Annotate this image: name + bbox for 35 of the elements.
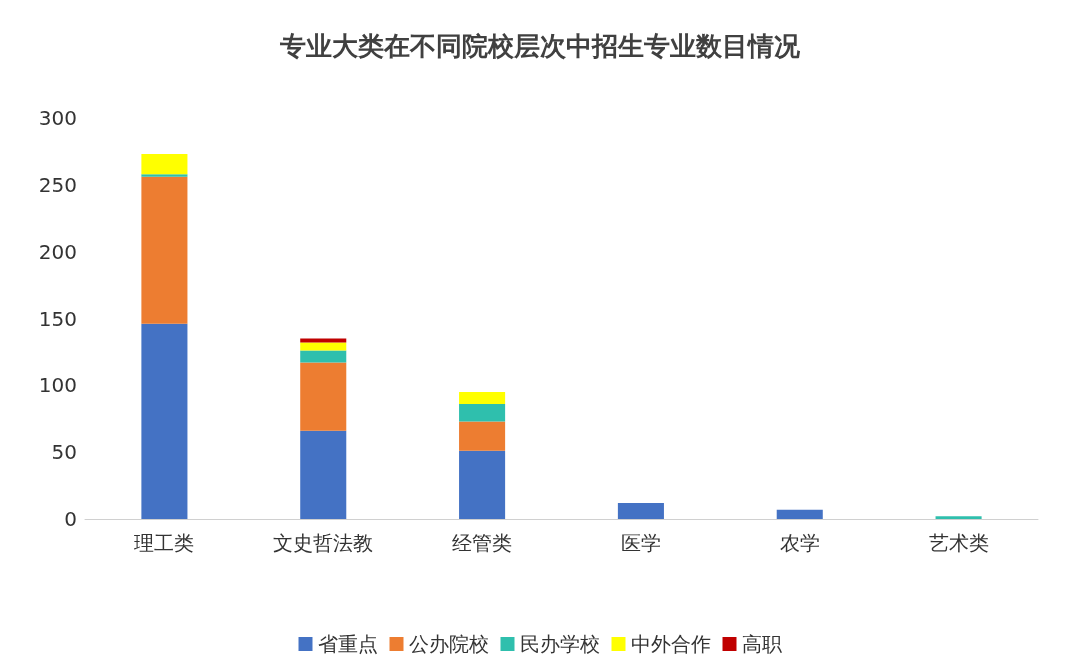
bar bbox=[617, 502, 664, 519]
y-tick-label: 50 bbox=[51, 440, 77, 465]
y-tick-label: 300 bbox=[38, 106, 77, 130]
bar bbox=[459, 450, 506, 519]
y-tick-label: 200 bbox=[38, 239, 77, 264]
y-tick-label: 0 bbox=[64, 507, 77, 531]
y-tick-label: 250 bbox=[38, 172, 77, 197]
bar bbox=[459, 421, 506, 451]
bar bbox=[141, 323, 188, 519]
x-tick-label: 理工类 bbox=[134, 531, 195, 555]
bar bbox=[141, 154, 188, 175]
bar bbox=[459, 404, 506, 422]
bar bbox=[300, 362, 347, 431]
x-tick-label: 文史哲法教 bbox=[273, 531, 374, 555]
legend-label: 民办学校 bbox=[519, 632, 600, 656]
bar bbox=[776, 509, 823, 519]
y-tick-label: 100 bbox=[38, 373, 77, 398]
legend-label: 公办院校 bbox=[408, 632, 489, 656]
bar bbox=[300, 430, 347, 519]
legend-label: 中外合作 bbox=[630, 632, 711, 656]
bar bbox=[300, 350, 347, 363]
bar bbox=[300, 342, 347, 351]
x-tick-label: 经管类 bbox=[452, 531, 513, 555]
bar bbox=[141, 174, 188, 177]
x-tick-label: 农学 bbox=[779, 531, 820, 555]
bar bbox=[141, 176, 188, 324]
bar bbox=[300, 338, 347, 343]
bar bbox=[935, 516, 982, 519]
legend-label: 省重点 bbox=[317, 632, 378, 656]
legend-label: 高职 bbox=[741, 632, 782, 656]
x-tick-label: 艺术类 bbox=[928, 531, 989, 555]
y-tick-label: 150 bbox=[38, 306, 77, 331]
chart-title: 专业大类在不同院校层次中招生专业数目情况 bbox=[279, 31, 801, 61]
bar bbox=[459, 392, 506, 405]
x-tick-label: 医学 bbox=[620, 531, 661, 555]
